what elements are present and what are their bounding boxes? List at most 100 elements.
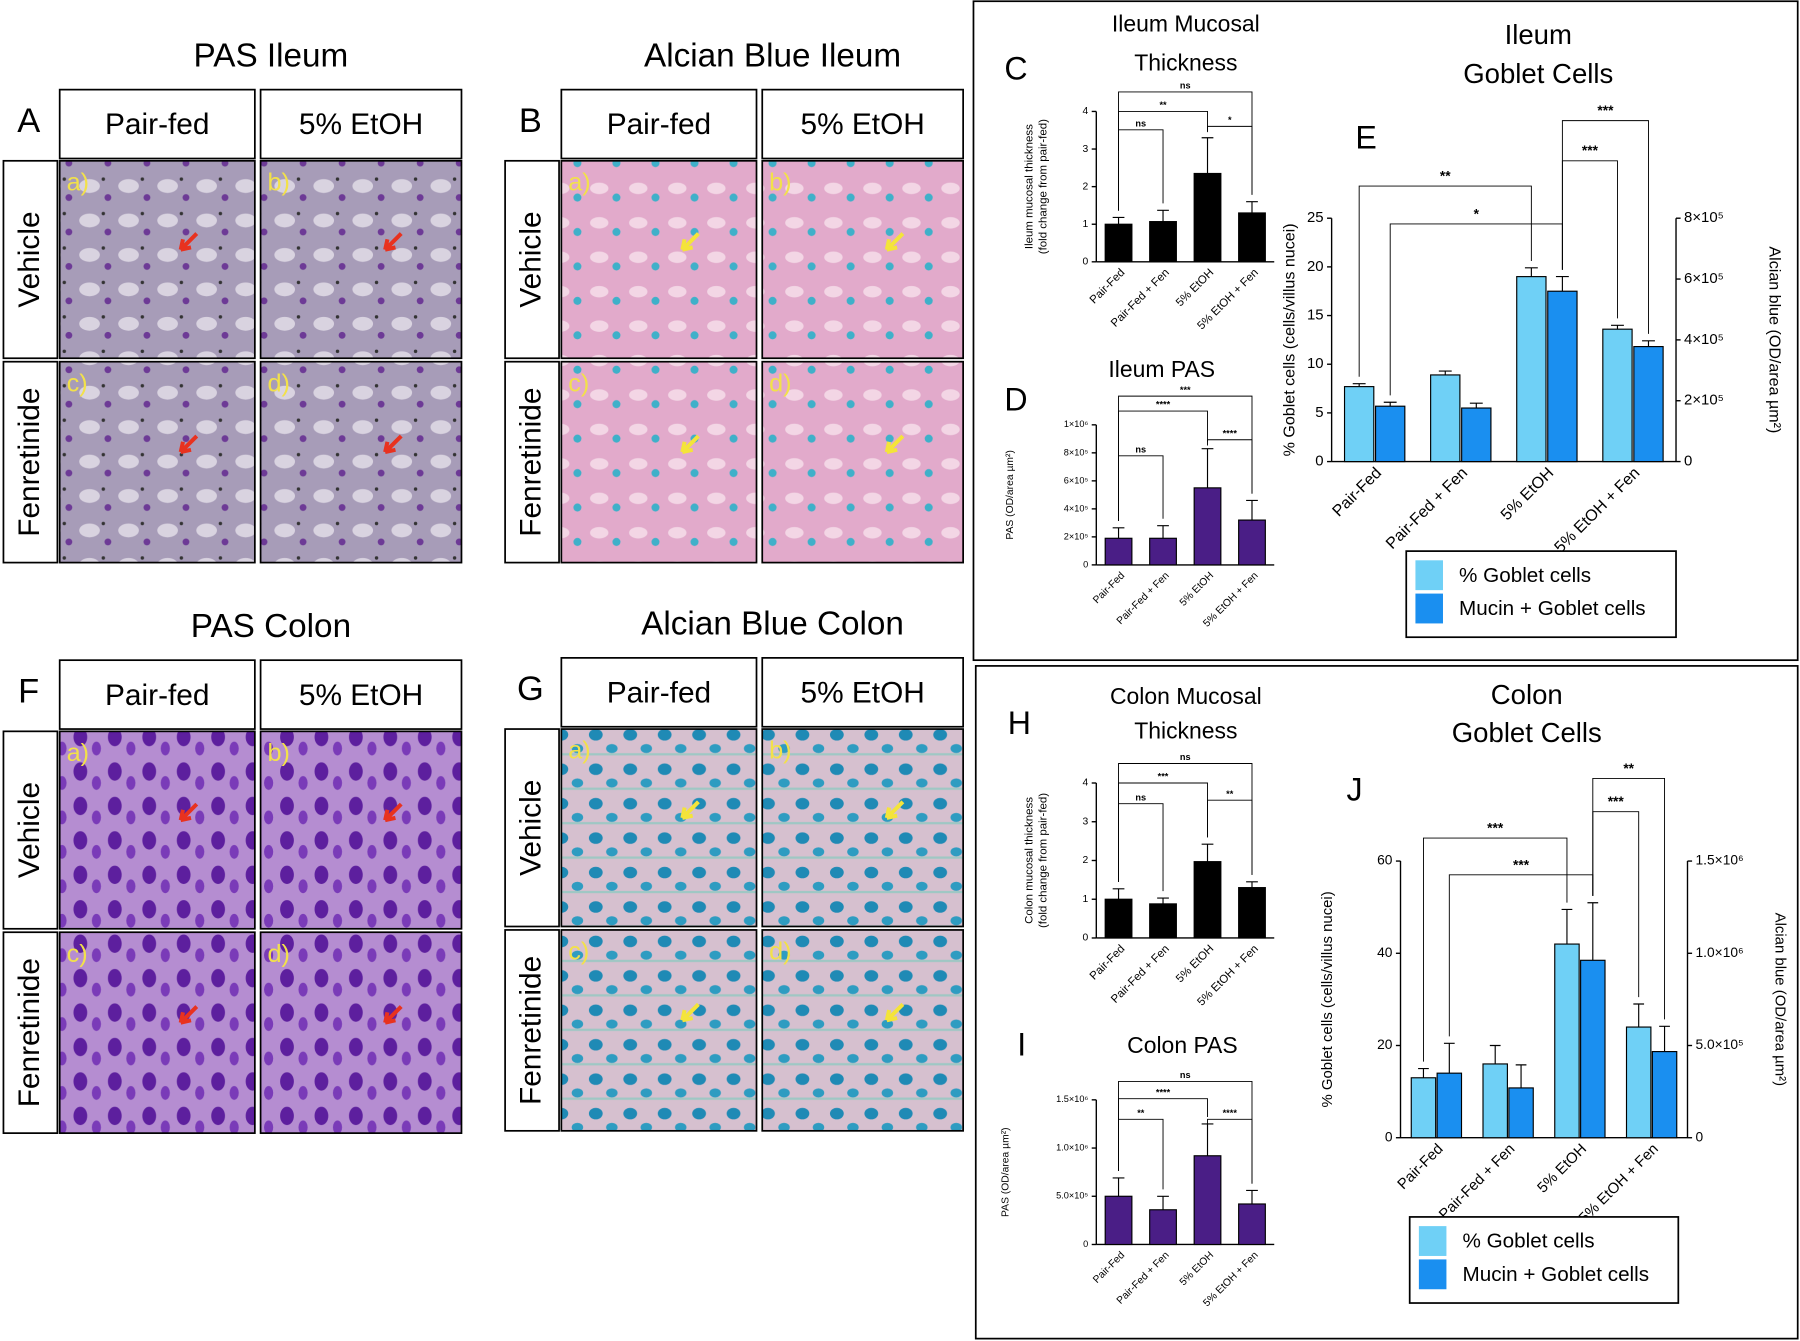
micrograph: [560, 360, 758, 564]
y-tick-label: 20: [1307, 258, 1324, 275]
error-bar: [1246, 499, 1258, 521]
error-bar: [1201, 137, 1214, 174]
micrograph: [560, 159, 758, 360]
y2-tick-label: 1.0×10⁶: [1696, 945, 1744, 960]
micrograph-label: c): [67, 940, 88, 968]
panel-title: PAS Ileum: [194, 37, 349, 74]
micrograph-label: c): [568, 938, 589, 966]
column-header: 5% EtOH: [801, 108, 925, 141]
micrograph-label: a): [568, 168, 590, 196]
error-bar: [1352, 383, 1366, 387]
bar: [1580, 959, 1606, 1139]
significance-label: ***: [1180, 385, 1191, 395]
panel-title: PAS Colon: [191, 608, 351, 645]
error-bar: [1659, 1025, 1670, 1052]
significance-label: ns: [1180, 1070, 1191, 1080]
micrograph-label: a): [67, 168, 89, 196]
row-header-box: [2, 931, 59, 1134]
significance-label: ***: [1597, 103, 1614, 118]
micrograph: [58, 360, 256, 564]
micrograph-label: d): [267, 940, 289, 968]
y2-tick-label: 2×10⁵: [1684, 392, 1724, 409]
error-bar: [1246, 881, 1258, 888]
bar: [1343, 386, 1375, 463]
panel-letter: G: [517, 670, 544, 708]
row-header: Fenretinide: [13, 388, 46, 537]
chart-title: Colon: [1491, 679, 1563, 710]
panel-frame: [974, 665, 1799, 1340]
x-tick-label: Pair-Fed + Fen: [1436, 1140, 1519, 1223]
bar: [1238, 1203, 1266, 1246]
panel-letter: B: [519, 102, 542, 140]
legend-box: [1405, 550, 1677, 639]
column-header: 5% EtOH: [299, 679, 423, 712]
arrow: [884, 1002, 905, 1023]
error-bar: [1112, 527, 1125, 539]
y-tick-label: 10: [1307, 355, 1324, 372]
y-tick-label: 2: [1083, 181, 1089, 192]
y-tick-label: 1.5×10⁶: [1056, 1094, 1088, 1104]
error-bar: [1201, 448, 1214, 488]
x-tick-label: Pair-Fed + Fen: [1382, 464, 1471, 553]
significance-bracket: [1118, 1118, 1164, 1190]
bar: [1238, 519, 1266, 566]
legend-swatch: [1418, 1226, 1447, 1256]
column-header-box: [259, 659, 463, 730]
significance-label: ***: [1158, 772, 1169, 782]
x-tick-label: 5% EtOH: [1178, 1250, 1216, 1288]
error-bar: [1112, 888, 1125, 900]
x-tick-label: Pair-Fed: [1091, 570, 1127, 606]
significance-label: ns: [1180, 81, 1191, 91]
significance-bracket: [1118, 1081, 1253, 1184]
error-bar: [1443, 1042, 1455, 1074]
bar: [1104, 537, 1133, 566]
micrograph: [259, 360, 463, 564]
y2-axis-label: Alcian blue (OD/area µm²): [1765, 246, 1783, 433]
error-bar: [1157, 209, 1169, 222]
row-header: Vehicle: [515, 211, 548, 307]
legend-label: % Goblet cells: [1463, 1230, 1595, 1253]
arrow: [383, 232, 403, 252]
bar: [1149, 537, 1177, 566]
x-tick-label: Pair-Fed: [1394, 1140, 1446, 1192]
legend-swatch: [1415, 560, 1443, 591]
y-axis-label: PAS (OD/area µm²): [1000, 1127, 1011, 1217]
arrow: [178, 232, 199, 252]
arrow: [383, 1005, 403, 1025]
column-header-box: [761, 657, 964, 728]
chart-title: Goblet Cells: [1463, 58, 1613, 89]
micrograph: [259, 730, 463, 930]
y2-tick-label: 5.0×10⁵: [1696, 1037, 1744, 1052]
y-tick-label: 1: [1083, 219, 1089, 230]
error-bar: [1157, 897, 1169, 904]
panel-letter: F: [18, 673, 39, 711]
bar: [1547, 290, 1578, 463]
bar: [1104, 223, 1133, 263]
significance-bracket: [1207, 799, 1253, 875]
bar: [1193, 172, 1222, 263]
significance-label: ****: [1156, 400, 1171, 410]
bar: [1461, 407, 1492, 463]
significance-label: ****: [1223, 1108, 1238, 1118]
significance-bracket: [1118, 763, 1253, 882]
error-bar: [1489, 1044, 1501, 1064]
significance-label: ns: [1180, 752, 1191, 762]
y-tick-label: 0: [1385, 1129, 1393, 1144]
y-axis-label: Colon mucosal thickness: [1024, 797, 1036, 924]
error-bar: [1438, 370, 1452, 375]
y-tick-label: 0: [1315, 453, 1323, 470]
y-axis-label: PAS (OD/area µm²): [1005, 450, 1016, 540]
column-header: Pair-fed: [607, 676, 711, 709]
row-header-box: [2, 360, 59, 564]
row-header-box: [2, 730, 59, 930]
panel-letter: D: [1004, 381, 1027, 417]
bar: [1149, 221, 1177, 263]
significance-bracket: [1422, 837, 1568, 1062]
panel-letter: C: [1004, 51, 1027, 87]
bar: [1436, 1072, 1463, 1139]
micrograph: [259, 931, 463, 1134]
y-axis-label: % Goblet cells (cells/villus nucei): [1319, 891, 1336, 1107]
panel-title: Alcian Blue Ileum: [644, 37, 901, 74]
column-header-box: [259, 88, 463, 160]
